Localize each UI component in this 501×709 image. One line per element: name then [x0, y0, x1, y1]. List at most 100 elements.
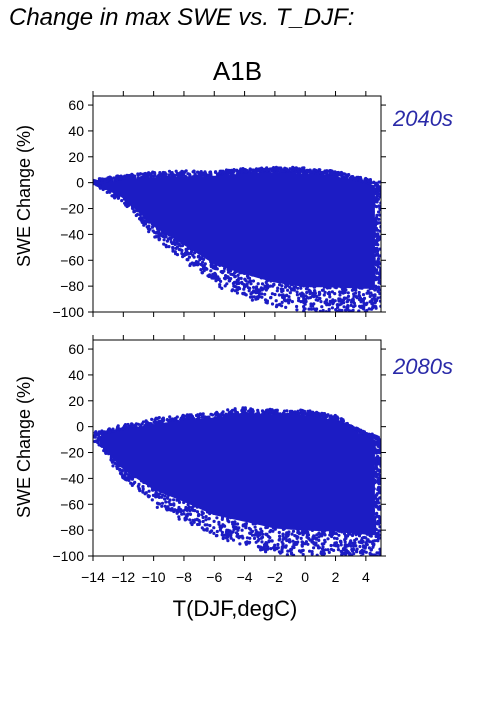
data-point — [338, 290, 342, 294]
data-point — [140, 216, 144, 220]
data-point — [162, 238, 166, 242]
data-point — [265, 301, 269, 305]
data-point — [273, 292, 277, 297]
data-point — [136, 172, 140, 176]
data-point — [209, 171, 213, 175]
data-point — [209, 274, 213, 278]
data-point — [231, 273, 235, 277]
data-point — [366, 179, 370, 183]
data-point — [277, 293, 281, 297]
data-point — [374, 205, 379, 209]
data-point — [376, 232, 380, 236]
data-point — [375, 241, 379, 245]
data-point — [333, 170, 337, 174]
data-point — [138, 217, 142, 221]
data-point — [287, 295, 291, 299]
data-point — [290, 300, 294, 304]
data-point — [118, 177, 123, 181]
data-point — [285, 293, 289, 297]
data-point — [235, 282, 239, 286]
data-point — [169, 237, 173, 241]
data-point — [323, 290, 327, 294]
data-point — [268, 284, 272, 288]
data-point — [270, 292, 274, 296]
data-point — [163, 235, 167, 239]
data-point — [216, 275, 220, 279]
data-point — [314, 298, 318, 302]
data-point — [295, 308, 299, 312]
data-point — [378, 299, 381, 303]
data-point — [226, 276, 230, 280]
data-point — [336, 305, 340, 309]
data-point — [320, 305, 324, 309]
data-point — [338, 297, 342, 301]
data-point — [349, 303, 353, 307]
data-point — [252, 289, 256, 293]
data-point — [98, 177, 103, 181]
data-point — [147, 224, 151, 228]
data-point — [175, 173, 179, 177]
data-point — [258, 168, 262, 172]
data-point — [239, 276, 243, 280]
data-point — [349, 300, 354, 304]
data-point — [342, 301, 346, 305]
data-point — [344, 296, 348, 300]
data-point — [295, 304, 299, 309]
data-point — [351, 297, 355, 301]
data-point — [374, 199, 378, 203]
data-point — [96, 182, 100, 186]
data-point — [304, 294, 308, 298]
data-point — [147, 230, 151, 234]
data-point — [264, 280, 268, 285]
data-point — [167, 245, 171, 249]
data-point — [279, 168, 283, 172]
data-point — [204, 266, 208, 270]
data-point — [365, 291, 369, 295]
data-point — [192, 255, 196, 259]
data-point — [358, 175, 363, 180]
figure-title: Change in max SWE vs. T_DJF: — [9, 4, 355, 31]
data-point — [321, 288, 325, 292]
data-point — [333, 292, 337, 296]
data-point — [209, 269, 213, 273]
period-label-2040s: 2040s — [393, 106, 453, 131]
data-point — [229, 277, 233, 281]
data-point — [127, 203, 131, 207]
data-point — [236, 273, 240, 277]
data-point — [322, 293, 326, 297]
data-point — [378, 288, 381, 292]
data-point — [115, 177, 119, 182]
data-point — [345, 300, 349, 304]
data-point — [375, 271, 379, 275]
data-point — [232, 168, 236, 172]
data-point — [120, 199, 124, 203]
data-point — [333, 299, 337, 303]
data-point — [235, 291, 239, 295]
data-point — [319, 300, 323, 304]
data-point — [171, 249, 175, 253]
data-point — [222, 269, 226, 273]
data-point — [378, 207, 381, 211]
data-point — [331, 298, 335, 302]
data-point — [309, 307, 314, 311]
data-point — [317, 168, 321, 172]
data-point — [188, 173, 192, 177]
data-point — [377, 285, 381, 289]
data-point — [372, 180, 376, 185]
data-point — [263, 292, 267, 296]
data-point — [201, 267, 206, 271]
data-point — [213, 271, 217, 275]
data-point — [263, 167, 267, 172]
data-point — [378, 292, 381, 296]
data-point — [108, 175, 112, 179]
data-point — [354, 288, 358, 292]
data-point — [367, 307, 371, 311]
data-point — [237, 286, 241, 290]
data-point — [141, 172, 145, 176]
data-point — [358, 296, 363, 300]
data-point — [321, 308, 325, 312]
data-point — [284, 305, 288, 309]
data-point — [313, 289, 317, 293]
data-point — [198, 258, 202, 262]
data-point — [357, 290, 361, 295]
